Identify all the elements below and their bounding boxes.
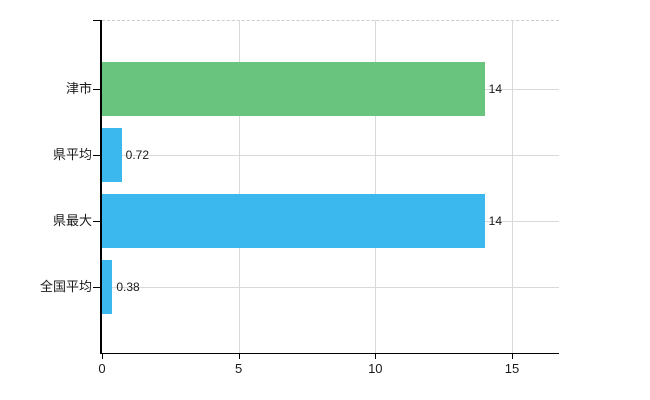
y-axis-top-tick	[93, 20, 100, 21]
bar-value-label: 0.72	[125, 148, 150, 162]
x-axis-tick	[511, 354, 513, 359]
bar	[102, 194, 485, 248]
category-label: 県平均	[52, 147, 92, 162]
y-axis-tick	[93, 287, 100, 288]
x-tick-label: 5	[235, 361, 243, 376]
gridline-horizontal	[102, 155, 559, 156]
bar-value-label: 14	[488, 214, 502, 228]
x-axis-tick	[102, 354, 103, 359]
bar-value-label: 14	[488, 82, 502, 96]
bar	[102, 260, 113, 314]
category-label: 津市	[65, 81, 92, 96]
gridline-horizontal	[102, 287, 559, 288]
gridline-vertical	[375, 20, 377, 353]
bar-value-label: 0.38	[116, 280, 140, 294]
bar	[102, 62, 485, 116]
gridline-vertical	[511, 20, 513, 353]
gridline-vertical	[238, 20, 240, 353]
x-axis-tick	[375, 354, 377, 359]
x-tick-label: 15	[504, 361, 520, 376]
x-axis-tick	[238, 354, 240, 359]
x-axis-line	[100, 353, 559, 354]
y-axis-tick	[93, 221, 100, 222]
x-tick-label: 10	[368, 361, 383, 376]
bar	[102, 128, 122, 182]
plot-area-top-border	[102, 20, 559, 21]
y-axis-tick	[93, 155, 100, 156]
y-axis-tick	[93, 89, 100, 90]
category-label: 全国平均	[39, 279, 92, 294]
x-tick-label: 0	[98, 361, 106, 376]
category-label: 県最大	[52, 213, 92, 228]
y-axis-line	[100, 20, 102, 354]
